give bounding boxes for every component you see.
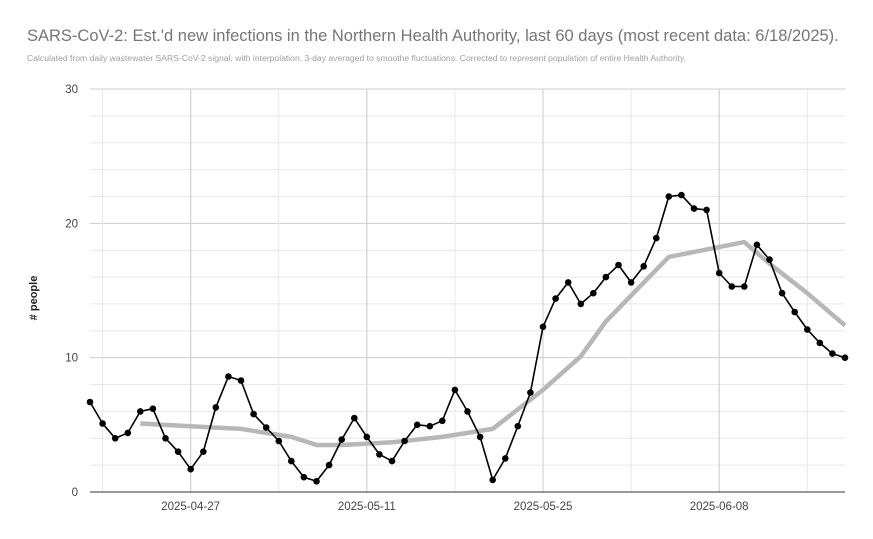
daily-data-point: [212, 404, 220, 411]
daily-data-point: [351, 414, 358, 422]
daily-data-point: [653, 234, 660, 242]
daily-data-point: [237, 377, 245, 384]
daily-data-point: [225, 373, 232, 380]
daily-data-point: [615, 261, 622, 269]
trend-series-line: [140, 239, 847, 448]
daily-data-point: [162, 435, 169, 442]
y-tick-label: 20: [65, 218, 78, 230]
daily-data-point: [841, 354, 849, 362]
daily-data-point: [627, 279, 635, 286]
chart-title: SARS-CoV-2: Est.'d new infections in the…: [27, 27, 839, 45]
daily-data-point: [325, 461, 333, 469]
x-tick-label: 2025-06-08: [690, 501, 749, 513]
daily-data-point: [728, 283, 736, 290]
daily-data-point: [262, 424, 270, 431]
y-tick-label: 10: [65, 353, 78, 365]
x-tick-label: 2025-05-25: [514, 501, 573, 513]
daily-data-point: [86, 398, 94, 406]
daily-data-point: [741, 283, 748, 290]
x-tick-label: 2025-05-11: [338, 501, 396, 513]
y-tick-label: 0: [72, 487, 78, 499]
daily-data-point: [439, 417, 446, 425]
daily-data-point: [124, 429, 132, 437]
daily-data-point: [137, 408, 144, 415]
daily-data-point: [111, 435, 119, 442]
daily-data-point: [514, 422, 522, 430]
daily-data-point: [275, 437, 283, 445]
daily-data-point: [464, 408, 471, 415]
daily-data-point: [174, 448, 182, 456]
daily-data-point: [665, 193, 673, 200]
x-tick-label: 2025-04-27: [161, 501, 220, 513]
daily-data-point: [640, 263, 647, 270]
daily-data-point: [99, 420, 106, 427]
daily-data-point: [200, 448, 207, 456]
daily-data-point: [791, 308, 798, 316]
daily-data-point: [338, 436, 346, 443]
axis-ticks: 0 10 20 30 2025-04-27 2025-05-11 2025-05-25 202…: [65, 84, 748, 513]
daily-data-point: [552, 295, 559, 302]
daily-data-point: [766, 256, 773, 263]
daily-data-point: [577, 300, 585, 308]
daily-data-point: [313, 478, 320, 485]
data-series: [86, 191, 849, 485]
y-tick-label: 30: [65, 84, 78, 96]
daily-data-point: [288, 457, 295, 465]
daily-data-point: [300, 473, 308, 481]
chart-subtitle: Calculated from daily wastewater SARS-Co…: [27, 53, 687, 63]
daily-data-point: [590, 289, 597, 297]
daily-data-point: [388, 457, 396, 465]
daily-data-point: [413, 421, 421, 429]
daily-data-point: [816, 339, 824, 347]
daily-data-point: [539, 323, 547, 331]
daily-data-point: [451, 386, 459, 394]
daily-data-point: [753, 241, 761, 249]
daily-data-point: [690, 205, 698, 212]
daily-data-point: [527, 389, 534, 396]
grid-lines: [90, 88, 845, 493]
daily-data-point: [703, 206, 710, 214]
daily-data-point: [502, 455, 509, 462]
daily-data-point: [476, 433, 484, 441]
daily-data-point: [426, 422, 434, 430]
daily-data-point: [564, 279, 572, 286]
daily-data-point: [829, 350, 836, 357]
daily-data-point: [149, 405, 157, 413]
daily-data-point: [187, 465, 194, 473]
daily-data-point: [376, 451, 383, 458]
daily-data-point: [363, 433, 371, 441]
daily-data-point: [489, 476, 497, 484]
daily-data-point: [250, 410, 257, 418]
daily-data-point: [678, 191, 685, 199]
daily-data-point: [401, 437, 408, 445]
daily-data-point: [715, 269, 723, 277]
daily-data-point: [804, 326, 811, 333]
daily-data-point: [602, 273, 610, 281]
daily-data-point: [778, 289, 786, 297]
